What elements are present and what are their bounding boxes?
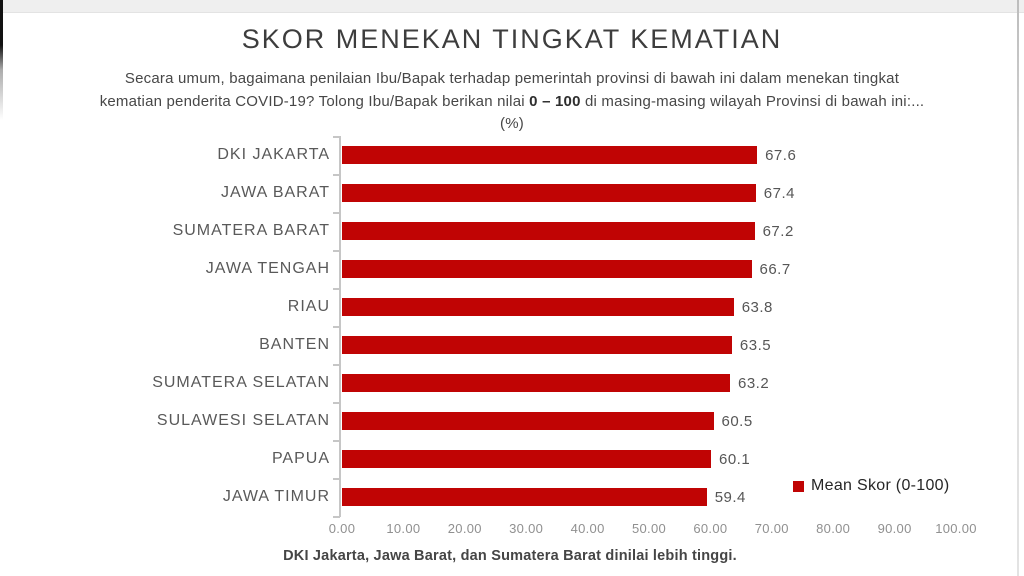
subtitle-text: Secara umum, bagaimana penilaian Ibu/Bap… [99,70,900,110]
bar-zone: 63.2 [342,364,1024,402]
bar-chart: DKI JAKARTA 67.6 JAWA BARAT 67.4 SUMATER… [0,136,1024,516]
x-tick-label: 80.00 [816,521,851,536]
bar-zone: 60.5 [342,402,1024,440]
x-tick-label: 40.00 [570,521,605,536]
value-label: 63.8 [741,298,773,316]
bar-zone: 67.4 [342,174,1024,212]
category-label: SUMATERA BARAT [172,222,330,239]
y-axis-tick [333,440,340,442]
y-axis-line [339,136,341,517]
bar [342,298,734,316]
y-axis-tick [333,288,340,290]
value-label: 60.5 [721,412,753,430]
value-label: 63.5 [739,336,772,354]
bar-row: JAWA TENGAH 66.7 [0,250,1024,288]
bar [342,374,730,392]
value-label: 60.1 [719,450,751,468]
category-label: PAPUA [271,450,330,467]
bar-row: SUMATERA BARAT 67.2 [0,212,1024,250]
x-tick-label: 20.00 [447,521,482,536]
bar [342,146,758,164]
bar-row: SUMATERA SELATAN 63.2 [0,364,1024,402]
bar-zone: 59.4 [342,478,1024,516]
x-tick-label: 0.00 [328,521,356,536]
category-label: SUMATERA SELATAN [152,374,330,391]
x-tick-label: 50.00 [631,521,667,536]
bar [342,336,732,354]
value-label: 67.4 [763,184,795,202]
bar-rows: DKI JAKARTA 67.6 JAWA BARAT 67.4 SUMATER… [0,136,1024,516]
x-tick-label: 10.00 [386,521,421,536]
y-axis-tick [333,478,340,480]
subtitle-text-end: di masing-masing wilayah Provinsi di baw… [500,92,925,133]
category-label: JAWA TENGAH [205,260,330,277]
bar-row: RIAU 63.8 [0,288,1024,326]
category-label: JAWA BARAT [221,184,330,201]
footer-takeaway: DKI Jakarta, Jawa Barat, dan Sumatera Ba… [283,548,737,564]
bar [342,184,756,202]
y-axis-tick [333,212,340,214]
y-axis-tick [333,174,340,176]
bar-row: JAWA BARAT 67.4 [0,174,1024,212]
y-axis-tick [333,250,340,252]
value-label: 67.6 [765,146,797,164]
x-axis: 0.00 10.00 20.00 30.00 40.00 50.00 60.00 70.00 8… [329,521,977,539]
x-tick-label: 90.00 [877,521,912,536]
bar-zone: 60.1 [342,440,1024,478]
category-label: BANTEN [259,336,330,353]
photo-top-band [0,0,1024,13]
bar-row: JAWA TIMUR 59.4 [0,478,1024,516]
bar-zone: 67.2 [342,212,1024,250]
bar-row: DKI JAKARTA 67.6 [0,136,1024,174]
photo-right-edge [1017,0,1019,576]
photo-left-edge [0,0,3,125]
x-tick-label: 60.00 [693,521,728,536]
category-label: JAWA TIMUR [222,488,330,505]
bar-zone: 63.8 [342,288,1024,326]
legend-swatch [793,480,804,492]
x-tick-label: 70.00 [754,521,789,536]
bar [342,450,711,468]
y-axis-tick [333,326,340,328]
category-label: SULAWESI SELATAN [156,412,330,429]
x-tick-label: 30.00 [509,521,544,536]
bar [342,222,755,240]
legend-label: Mean Skor (0-100) [811,477,950,494]
y-axis-tick [333,402,340,404]
bar [342,260,752,278]
subtitle-bold-range: 0 – 100 [529,92,581,110]
bar-zone: 63.5 [342,326,1024,364]
value-label: 66.7 [759,260,791,278]
bar [342,488,707,506]
bar-zone: 66.7 [342,250,1024,288]
value-label: 63.2 [738,374,770,392]
bar-zone: 67.6 [342,136,1024,174]
value-label: 59.4 [714,488,746,506]
y-axis-tick [333,364,340,366]
category-label: DKI JAKARTA [217,146,330,163]
legend: Mean Skor (0-100) [793,477,950,495]
x-tick-label: 100.00 [935,521,977,536]
chart-subtitle: Secara umum, bagaimana penilaian Ibu/Bap… [92,68,932,136]
bar [342,412,714,430]
bar-row: PAPUA 60.1 [0,440,1024,478]
y-axis-tick [333,516,340,518]
category-label: RIAU [287,298,330,315]
bar-row: BANTEN 63.5 [0,326,1024,364]
value-label: 67.2 [762,222,794,240]
bar-row: SULAWESI SELATAN 60.5 [0,402,1024,440]
chart-title: SKOR MENEKAN TINGKAT KEMATIAN [241,24,783,54]
y-axis-tick [333,136,340,138]
